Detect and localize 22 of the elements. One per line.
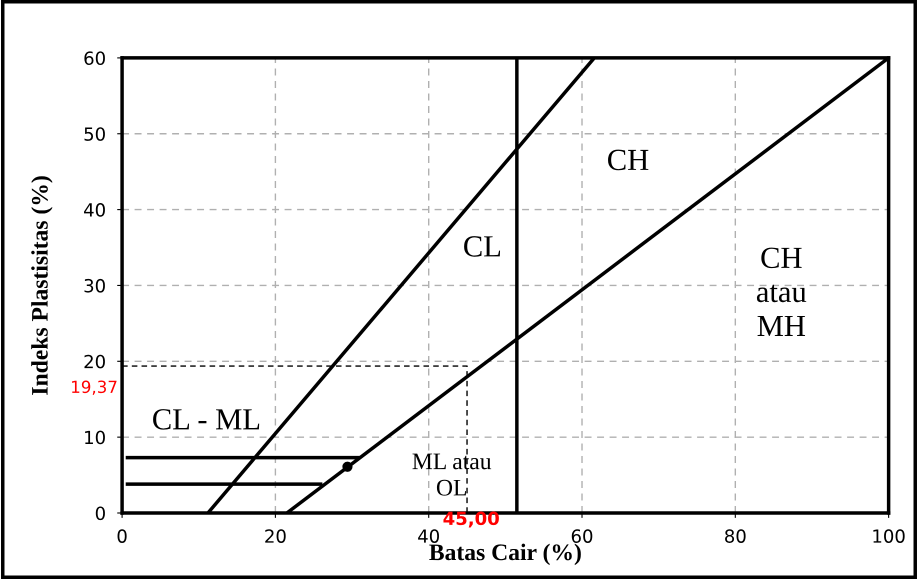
- annotation: CH atau MH: [756, 248, 806, 336]
- y-tick-label: 60: [84, 51, 105, 66]
- x-tick-label: 80: [725, 529, 746, 543]
- annotation: ML atau OL: [412, 454, 492, 496]
- x-tick-label: 20: [265, 529, 286, 543]
- y-tick-label: 0: [96, 506, 105, 520]
- y-tick-label: 50: [84, 127, 105, 141]
- x-axis-title: Batas Cair (%): [429, 544, 581, 566]
- y-tick-label: 30: [84, 278, 105, 293]
- annotation: CL: [464, 236, 500, 257]
- annotation: CL - ML: [153, 409, 260, 430]
- x-tick-label: 60: [572, 529, 592, 543]
- annotation: 19,37: [72, 380, 117, 395]
- x-tick-label: 100: [873, 529, 905, 543]
- x-tick-label: 40: [418, 529, 439, 543]
- y-tick-label: 40: [84, 203, 105, 217]
- x-tick-label: 0: [118, 529, 127, 543]
- annotation: 45,00: [443, 512, 499, 528]
- y-tick-label: 20: [84, 354, 105, 368]
- annotation: CH: [608, 150, 648, 170]
- y-axis-title: Indeks Plastisitas (%): [31, 176, 53, 395]
- y-tick-label: 10: [85, 430, 105, 444]
